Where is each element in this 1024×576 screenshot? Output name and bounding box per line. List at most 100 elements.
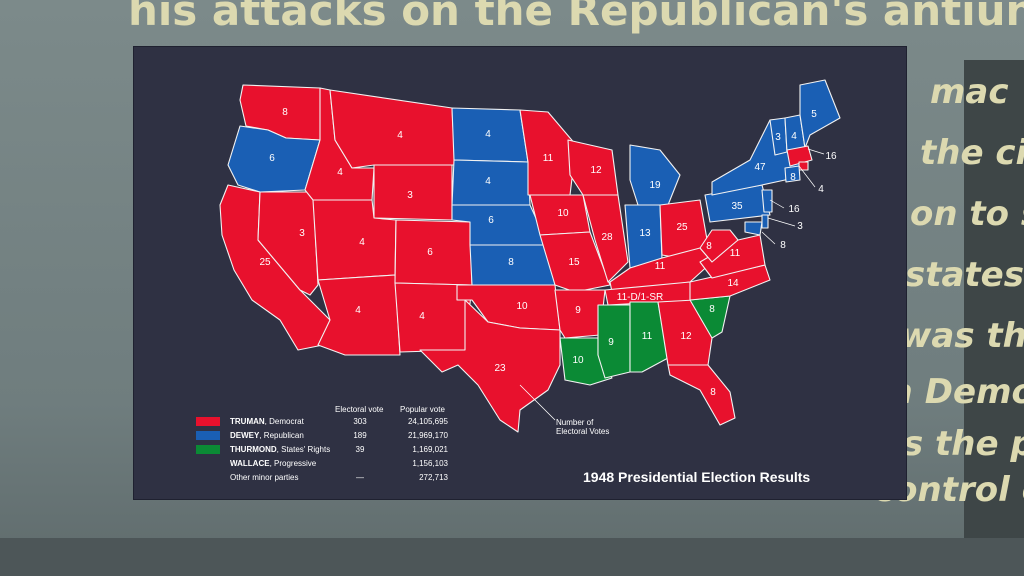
legend-swatch bbox=[196, 417, 220, 426]
electoral-label-va: 11 bbox=[730, 248, 741, 259]
floor-edge bbox=[0, 538, 1024, 576]
legend-candidate: WALLACE, Progressive bbox=[230, 459, 317, 468]
states-layer bbox=[219, 79, 841, 433]
state-mi bbox=[629, 144, 681, 206]
electoral-label-md: 8 bbox=[780, 240, 786, 251]
electoral-label-wy: 3 bbox=[407, 190, 413, 201]
electoral-label-ks: 8 bbox=[508, 257, 514, 268]
legend-swatch bbox=[196, 445, 220, 454]
legend-popular-value: 272,713 bbox=[419, 473, 448, 482]
electoral-label-nm: 4 bbox=[419, 311, 425, 322]
electoral-label-mt: 4 bbox=[397, 130, 403, 141]
legend-candidate: Other minor parties bbox=[230, 473, 298, 482]
state-co bbox=[394, 219, 473, 286]
leader-ri bbox=[798, 165, 816, 188]
state-ct bbox=[784, 165, 801, 183]
legend-electoral-value: 39 bbox=[356, 445, 365, 454]
electoral-label-nd: 4 bbox=[485, 129, 491, 140]
electoral-label-sd: 4 bbox=[485, 176, 491, 187]
state-mt bbox=[329, 89, 456, 169]
leader-md bbox=[761, 231, 776, 245]
electoral-label-ar: 9 bbox=[575, 305, 581, 316]
state-md bbox=[744, 221, 763, 236]
electoral-label-ny: 47 bbox=[754, 162, 766, 173]
labels-layer: 8625344344644468102311101591012281913251… bbox=[259, 107, 837, 398]
electoral-label-ca: 25 bbox=[259, 257, 271, 268]
legend-popular-value: 21,969,170 bbox=[408, 431, 449, 440]
electoral-label-mn: 11 bbox=[543, 153, 554, 164]
electoral-label-wa: 8 bbox=[282, 107, 288, 118]
side-text-line: the ci bbox=[920, 133, 1024, 173]
electoral-label-mo: 15 bbox=[568, 257, 580, 268]
electoral-label-ri: 4 bbox=[818, 184, 824, 195]
electoral-label-nv: 3 bbox=[299, 228, 305, 239]
electoral-label-tx: 23 bbox=[494, 363, 506, 374]
leader-de bbox=[767, 217, 796, 227]
electoral-label-al: 11 bbox=[642, 331, 653, 342]
electoral-label-ut: 4 bbox=[359, 237, 365, 248]
state-wv bbox=[699, 229, 739, 263]
legend-electoral-value: 189 bbox=[353, 431, 367, 440]
legend-candidate: DEWEY, Republican bbox=[230, 431, 304, 440]
electoral-label-co: 6 bbox=[427, 247, 433, 258]
electoral-label-ia: 10 bbox=[557, 208, 569, 219]
legend-popular-value: 24,105,695 bbox=[408, 417, 449, 426]
electoral-label-az: 4 bbox=[355, 305, 361, 316]
side-text-line: mac bbox=[930, 72, 1009, 112]
state-fl bbox=[667, 364, 736, 426]
electoral-label-ga: 12 bbox=[680, 331, 692, 342]
electoral-label-la: 10 bbox=[572, 355, 584, 366]
legend-candidate: THURMOND, States' Rights bbox=[230, 445, 330, 454]
leader-ma bbox=[807, 148, 825, 155]
state-de bbox=[761, 214, 769, 229]
state-tx bbox=[419, 299, 561, 433]
state-ga bbox=[657, 299, 713, 366]
electoral-label-oh: 25 bbox=[676, 222, 688, 233]
state-mo bbox=[539, 231, 611, 293]
electoral-label-nj: 16 bbox=[788, 204, 800, 215]
leader-nj bbox=[769, 199, 785, 209]
electoral-label-vt: 3 bbox=[775, 132, 781, 143]
annotation-pointer bbox=[519, 384, 556, 421]
legend-popular-value: 1,169,021 bbox=[412, 445, 448, 454]
electoral-label-nh: 4 bbox=[791, 131, 797, 142]
electoral-label-ms: 9 bbox=[608, 337, 614, 348]
electoral-label-pa: 35 bbox=[731, 201, 743, 212]
electoral-label-wv: 8 bbox=[706, 241, 712, 252]
electoral-label-ok: 10 bbox=[516, 301, 528, 312]
legend-electoral-value: — bbox=[356, 473, 364, 482]
electoral-label-tn: 11-D/1-SR bbox=[617, 292, 664, 303]
electoral-label-in: 13 bbox=[639, 228, 651, 239]
electoral-label-ma: 16 bbox=[825, 151, 837, 162]
electoral-label-ne: 6 bbox=[488, 215, 494, 226]
state-sd bbox=[451, 159, 531, 206]
legend-col-popular: Popular vote bbox=[400, 405, 445, 414]
wall-shadow bbox=[964, 60, 1024, 576]
side-text-line: was th bbox=[900, 316, 1024, 356]
annotation-line-1: Number of bbox=[556, 418, 594, 427]
state-al bbox=[629, 301, 669, 373]
side-text-line: on to s bbox=[910, 194, 1024, 234]
state-ma bbox=[786, 145, 813, 167]
side-text-line: a Demo bbox=[890, 372, 1024, 412]
electoral-label-il: 28 bbox=[601, 232, 613, 243]
exhibit-headline: his attacks on the Republican's antiunio bbox=[128, 0, 1024, 35]
electoral-label-me: 5 bbox=[811, 109, 817, 120]
electoral-label-ky: 11 bbox=[655, 261, 666, 272]
electoral-label-nc: 14 bbox=[727, 278, 739, 289]
annotation-line-2: Electoral Votes bbox=[556, 427, 609, 436]
electoral-label-id: 4 bbox=[337, 167, 343, 178]
state-ar bbox=[554, 289, 606, 339]
map-title: 1948 Presidential Election Results bbox=[583, 469, 811, 485]
legend: Electoral vote Popular vote TRUMAN, Democr… bbox=[196, 405, 449, 482]
electoral-label-sc: 8 bbox=[709, 304, 715, 315]
state-ms bbox=[597, 304, 631, 379]
legend-electoral-value: 303 bbox=[353, 417, 367, 426]
legend-popular-value: 1,156,103 bbox=[412, 459, 448, 468]
legend-swatch bbox=[196, 431, 220, 440]
state-wy bbox=[373, 164, 453, 221]
legend-candidate: TRUMAN, Democrat bbox=[230, 417, 305, 426]
electoral-label-or: 6 bbox=[269, 153, 275, 164]
electoral-label-wi: 12 bbox=[590, 165, 602, 176]
